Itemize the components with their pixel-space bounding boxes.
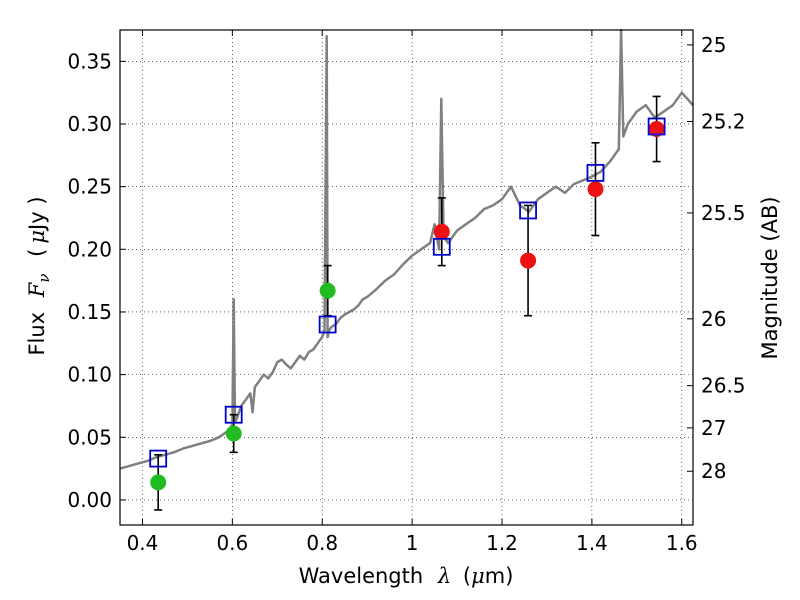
- red-data-point: [648, 121, 665, 137]
- red-data-point: [520, 252, 537, 269]
- x-axis-title-prefix: Wavelength: [299, 564, 424, 588]
- y-tick-label: 0.00: [67, 488, 112, 512]
- y2-tick-label: 25.2: [701, 109, 746, 133]
- y-tick-label: 0.35: [67, 49, 112, 73]
- y-axis-symbol: F: [25, 281, 49, 298]
- y-ticks: 0.00 0.05 0.10 0.15 0.20 0.25 0.30 0.35: [67, 49, 126, 512]
- red-data-point: [433, 223, 450, 240]
- model-square: [224, 405, 243, 424]
- errorbar-layer: [154, 95, 661, 511]
- green-data-point: [150, 474, 167, 491]
- y-tick-label: 0.25: [67, 175, 112, 199]
- x-tick-label: 1.4: [576, 531, 608, 555]
- model-square: [586, 163, 605, 182]
- y2-tick-label: 28: [701, 459, 726, 483]
- model-square: [519, 201, 537, 220]
- y-axis-title: Flux Fν ( μJy ): [25, 196, 54, 355]
- green-data-point: [225, 425, 242, 442]
- plot-frame: [119, 29, 694, 526]
- y2-tick-label: 25.5: [701, 201, 746, 225]
- model-square: [432, 237, 451, 256]
- model-square: [149, 449, 168, 468]
- red-data-point: [587, 181, 604, 198]
- x-tick-label: 1.6: [666, 531, 698, 555]
- x-tick-label: 1: [406, 531, 419, 555]
- y-axis-unit-mu: μ: [25, 230, 49, 244]
- x-axis-unit-mu: μ: [471, 564, 485, 588]
- y2-tick-label: 26: [701, 307, 726, 331]
- y-axis-subscript: ν: [35, 274, 53, 283]
- squares-layer: [149, 117, 666, 468]
- x-tick-label: 0.6: [216, 531, 248, 555]
- x-tick-label: 0.4: [127, 531, 159, 555]
- x-axis-title: Wavelength λ (μm): [299, 564, 514, 588]
- model-square: [318, 315, 337, 334]
- points-layer: [150, 121, 665, 491]
- y2-axis-title: Magnitude (AB): [758, 196, 782, 359]
- y-axis-title-prefix: Flux: [25, 312, 49, 356]
- model-square: [647, 117, 666, 136]
- x-axis-unit-open: (: [463, 564, 471, 588]
- green-data-point: [319, 282, 336, 299]
- x-tick-label: 0.8: [306, 531, 338, 555]
- grid: [120, 30, 693, 525]
- spectrum-layer: [119, 28, 694, 470]
- y-axis-unit-open: (: [25, 249, 49, 257]
- y-tick-label: 0.10: [67, 363, 112, 387]
- y-tick-label: 0.20: [67, 237, 112, 261]
- y2-tick-label: 25: [701, 33, 726, 57]
- y-axis-unit-rest: Jy ): [25, 196, 49, 232]
- y-tick-label: 0.15: [67, 300, 112, 324]
- x-axis-symbol: λ: [437, 564, 451, 588]
- x-tick-label: 1.2: [486, 531, 518, 555]
- y2-tick-label: 27: [701, 416, 726, 440]
- x-axis-unit-rest: m): [485, 564, 514, 588]
- y2-ticks: 25 25.2 25.5 26 26.5 27 28: [687, 33, 746, 483]
- x-ticks: 0.4 0.6 0.8 1 1.2 1.4 1.6: [127, 30, 698, 555]
- y-tick-label: 0.30: [67, 112, 112, 136]
- y-tick-label: 0.05: [67, 425, 112, 449]
- spectrum-line: [119, 28, 694, 470]
- y2-tick-label: 26.5: [701, 374, 746, 398]
